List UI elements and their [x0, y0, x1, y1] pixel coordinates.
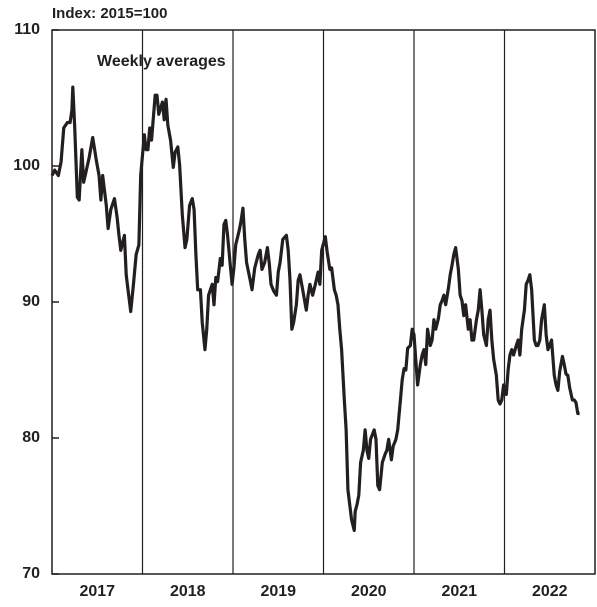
x-tick-label: 2019 [260, 583, 296, 600]
data-line [50, 85, 580, 533]
x-tick-label: 2021 [441, 583, 477, 600]
annotation: Weekly averages [97, 53, 226, 70]
y-tick-label: 110 [14, 21, 40, 38]
x-tick-label: 2017 [79, 583, 115, 600]
x-tick-label: 2018 [170, 583, 206, 600]
y-tick-label: 100 [13, 157, 40, 174]
y-tick-label: 70 [22, 565, 40, 582]
y-tick-label: 80 [22, 429, 40, 446]
x-tick-label: 2022 [532, 583, 568, 600]
y-tick-label: 90 [22, 293, 40, 310]
y-axis-label: Index: 2015=100 [52, 5, 168, 22]
x-tick-label: 2020 [351, 583, 387, 600]
